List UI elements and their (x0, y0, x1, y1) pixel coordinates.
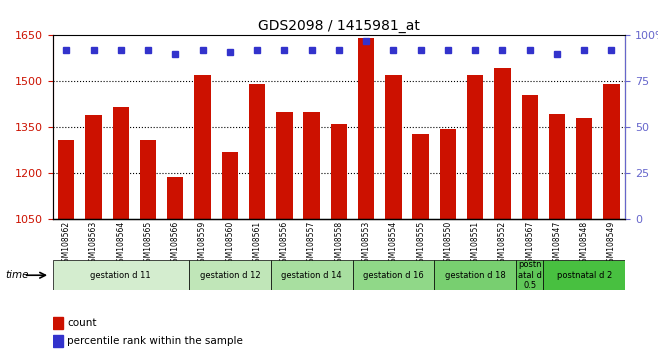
Text: postn
atal d
0.5: postn atal d 0.5 (518, 260, 542, 290)
Bar (440, 129, 456, 219)
Text: time: time (5, 270, 29, 280)
Bar (53, 335, 63, 347)
FancyBboxPatch shape (544, 260, 625, 290)
Bar (576, 118, 592, 219)
Bar (549, 114, 565, 219)
FancyBboxPatch shape (189, 260, 270, 290)
Bar (467, 75, 484, 219)
Bar (113, 108, 129, 219)
Bar (276, 112, 293, 219)
Bar (522, 95, 538, 219)
Bar (385, 75, 401, 219)
Text: postnatal d 2: postnatal d 2 (557, 271, 612, 280)
Bar (86, 115, 102, 219)
Bar (140, 140, 156, 219)
Bar (58, 140, 74, 219)
Bar (358, 39, 374, 219)
Title: GDS2098 / 1415981_at: GDS2098 / 1415981_at (258, 19, 420, 33)
Text: gestation d 16: gestation d 16 (363, 271, 424, 280)
Bar (53, 317, 63, 329)
FancyBboxPatch shape (53, 260, 189, 290)
Text: gestation d 14: gestation d 14 (282, 271, 342, 280)
Bar (603, 85, 620, 219)
Text: count: count (67, 318, 97, 328)
Bar (249, 85, 265, 219)
Bar (194, 75, 211, 219)
FancyBboxPatch shape (270, 260, 353, 290)
Bar (413, 133, 429, 219)
Text: gestation d 11: gestation d 11 (91, 271, 151, 280)
FancyBboxPatch shape (516, 260, 544, 290)
Bar (303, 112, 320, 219)
Text: percentile rank within the sample: percentile rank within the sample (67, 336, 243, 346)
Text: gestation d 12: gestation d 12 (199, 271, 260, 280)
FancyBboxPatch shape (353, 260, 434, 290)
FancyBboxPatch shape (434, 260, 516, 290)
Bar (331, 124, 347, 219)
Text: gestation d 18: gestation d 18 (445, 271, 505, 280)
Bar (494, 68, 511, 219)
Bar (222, 152, 238, 219)
Bar (167, 177, 184, 219)
